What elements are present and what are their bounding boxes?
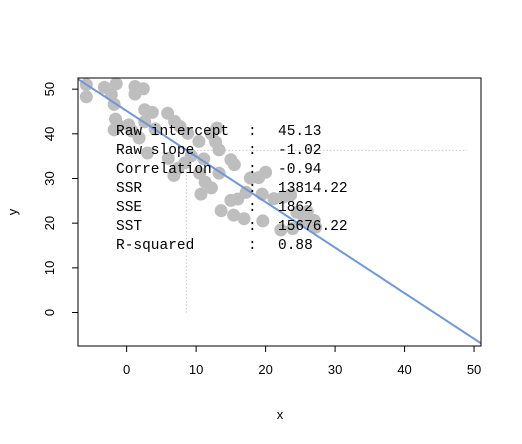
scatter-point	[79, 90, 93, 104]
stat-label: R-squared	[116, 238, 194, 254]
stat-separator: :	[248, 181, 257, 197]
scatter-point	[259, 165, 273, 179]
scatter-point	[136, 82, 150, 96]
y-tick-label: 50	[42, 82, 57, 96]
stat-label: SSE	[116, 200, 142, 216]
regression-line	[77, 78, 482, 345]
x-tick-label: 10	[189, 362, 203, 377]
x-axis: 0 10 20 30 40 50	[123, 346, 481, 377]
scatter-point	[214, 204, 228, 218]
scatter-point	[274, 223, 288, 237]
stat-label: SSR	[116, 181, 142, 197]
stat-value: 45.13	[278, 124, 322, 140]
stat-value: 13814.22	[278, 181, 348, 197]
scatter-point	[286, 222, 300, 236]
scatter-point	[256, 214, 270, 228]
x-tick-label: 40	[397, 362, 411, 377]
scatter-point	[140, 146, 154, 160]
scatter-point	[194, 187, 208, 201]
scatter-point	[210, 121, 224, 135]
scatter-point	[309, 220, 323, 234]
scatter-point	[132, 131, 146, 145]
scatter-point	[212, 143, 226, 157]
scatter-point	[300, 205, 314, 219]
scatter-point	[145, 105, 159, 119]
scatter-point	[227, 208, 241, 222]
scatter-point	[161, 151, 175, 165]
guide-lines	[185, 149, 467, 313]
scatter-point	[284, 188, 298, 202]
plot-frame	[77, 77, 482, 347]
data-points	[79, 77, 323, 237]
stats-annotation: Raw intercept: 45.13 Raw slope: -1.02 Correl…	[116, 124, 348, 254]
x-axis-label: x	[277, 407, 284, 422]
stat-value: 0.88	[278, 238, 313, 254]
stat-label: Raw intercept	[116, 124, 229, 140]
scatter-point	[227, 158, 241, 172]
stat-separator: :	[248, 143, 257, 159]
scatter-point	[239, 185, 253, 199]
stat-separator: :	[248, 124, 257, 140]
stat-value: -1.02	[278, 143, 322, 159]
y-tick-label: 20	[42, 216, 57, 230]
y-tick-label: 40	[42, 127, 57, 141]
stat-value: -0.94	[278, 162, 322, 178]
stat-separator: :	[248, 200, 257, 216]
stat-label: SST	[116, 219, 142, 235]
scatter-point	[197, 152, 211, 166]
stat-separator: :	[248, 219, 257, 235]
stat-value: 1862	[278, 200, 313, 216]
stat-separator: :	[248, 162, 257, 178]
y-axis-label: y	[5, 208, 20, 215]
scatter-point	[109, 77, 123, 91]
stat-label: Correlation	[116, 162, 212, 178]
regression-line-group	[77, 78, 482, 345]
stat-separator: :	[248, 238, 257, 254]
scatter-point	[237, 212, 251, 226]
y-tick-label: 10	[42, 261, 57, 275]
x-tick-label: 30	[328, 362, 342, 377]
scatter-point	[181, 126, 195, 140]
stat-value: 15676.22	[278, 219, 348, 235]
scatter-point	[290, 205, 304, 219]
scatter-point	[192, 134, 206, 148]
stat-label: Raw slope	[116, 143, 194, 159]
scatter-point	[204, 181, 218, 195]
x-tick-label: 0	[123, 362, 130, 377]
x-tick-label: 50	[467, 362, 481, 377]
x-tick-label: 20	[258, 362, 272, 377]
y-axis: 0 10 20 30 40 50	[42, 82, 78, 316]
scatter-point	[107, 123, 121, 137]
scatter-point	[167, 168, 181, 182]
y-tick-label: 0	[42, 309, 57, 316]
y-tick-label: 30	[42, 171, 57, 185]
scatter-point	[184, 149, 198, 163]
